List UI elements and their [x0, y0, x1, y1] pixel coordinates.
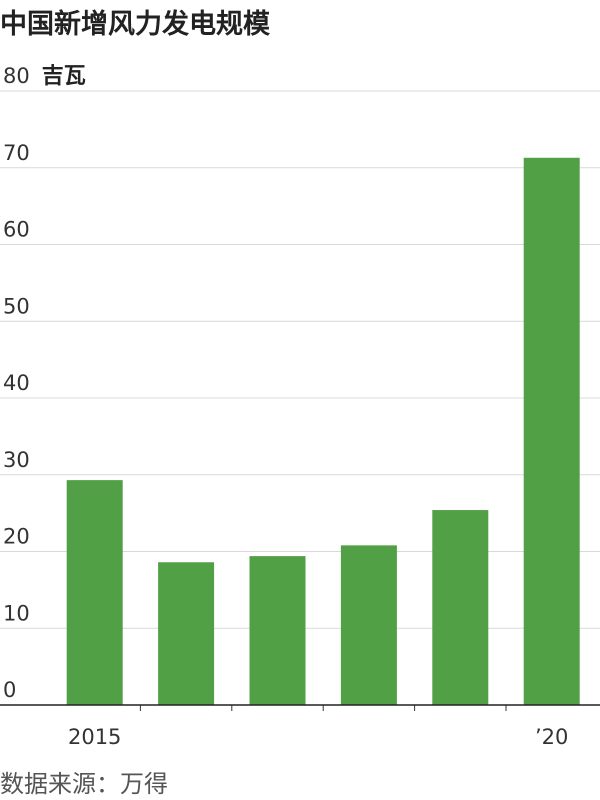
bar-2017 — [249, 556, 306, 705]
y-tick-label: 40 — [3, 371, 30, 395]
x-tick-label: 2015 — [68, 725, 121, 749]
y-tick-label: 80 — [3, 64, 30, 88]
y-tick-label: 60 — [3, 218, 30, 242]
y-tick-label: 50 — [3, 294, 30, 318]
data-source: 数据来源：万得 — [0, 770, 168, 798]
y-tick-label: 30 — [3, 448, 30, 472]
x-axis — [0, 704, 600, 711]
y-tick-label: 20 — [3, 525, 30, 549]
bar-2016 — [158, 562, 215, 705]
y-tick-label: 0 — [3, 678, 16, 702]
bar-2019 — [432, 510, 489, 705]
bar-2015 — [66, 480, 123, 705]
chart-title: 中国新增风力发电规模 — [0, 9, 270, 40]
y-tick-label: 70 — [3, 141, 30, 165]
x-tick-label: ’20 — [535, 725, 568, 749]
y-axis-unit: 吉瓦 — [42, 63, 86, 89]
y-tick-label: 10 — [3, 601, 30, 625]
bar-2018 — [340, 545, 397, 705]
bar-2020 — [523, 157, 580, 705]
bars — [66, 157, 580, 705]
x-axis-labels: 2015 ’20 — [68, 725, 568, 749]
y-axis-ticks: 0 10 20 30 40 50 60 70 80 吉瓦 — [3, 63, 86, 702]
